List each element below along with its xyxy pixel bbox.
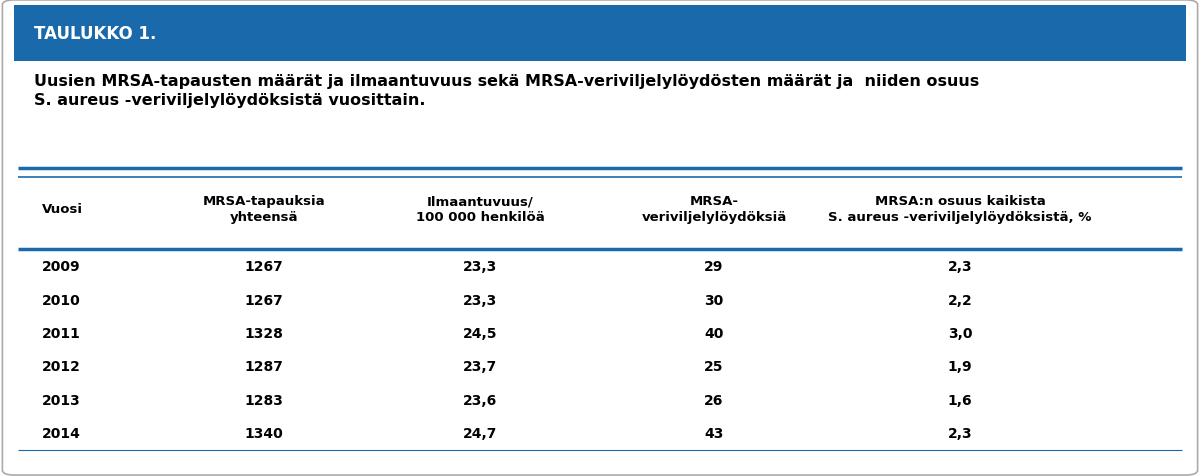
Text: 1267: 1267 xyxy=(245,259,283,274)
Text: 24,5: 24,5 xyxy=(463,326,497,340)
Text: 25: 25 xyxy=(704,359,724,374)
Text: 30: 30 xyxy=(704,293,724,307)
Text: Vuosi: Vuosi xyxy=(42,202,83,216)
Text: 2009: 2009 xyxy=(42,259,80,274)
Text: 2014: 2014 xyxy=(42,426,80,440)
Text: 24,7: 24,7 xyxy=(463,426,497,440)
Text: 26: 26 xyxy=(704,393,724,407)
Text: 1283: 1283 xyxy=(245,393,283,407)
Text: 2011: 2011 xyxy=(42,326,80,340)
Text: 1340: 1340 xyxy=(245,426,283,440)
Text: 1267: 1267 xyxy=(245,293,283,307)
Text: 2,3: 2,3 xyxy=(948,426,972,440)
Text: 2012: 2012 xyxy=(42,359,80,374)
Text: 2013: 2013 xyxy=(42,393,80,407)
Text: 29: 29 xyxy=(704,259,724,274)
Text: 3,0: 3,0 xyxy=(948,326,972,340)
Text: Ilmaantuvuus/
100 000 henkilöä: Ilmaantuvuus/ 100 000 henkilöä xyxy=(415,195,545,223)
Text: 2,3: 2,3 xyxy=(948,259,972,274)
Text: Uusien MRSA-tapausten määrät ja ilmaantuvuus sekä MRSA-veriviljelylöydösten määr: Uusien MRSA-tapausten määrät ja ilmaantu… xyxy=(34,74,979,108)
Text: 2010: 2010 xyxy=(42,293,80,307)
Text: 23,3: 23,3 xyxy=(463,259,497,274)
Text: 1,6: 1,6 xyxy=(948,393,972,407)
Text: 40: 40 xyxy=(704,326,724,340)
Text: 43: 43 xyxy=(704,426,724,440)
Text: 1,9: 1,9 xyxy=(948,359,972,374)
Text: MRSA-
veriviljelylöydöksiä: MRSA- veriviljelylöydöksiä xyxy=(641,195,787,223)
Text: MRSA:n osuus kaikista
S. aureus -veriviljelylöydöksistä, %: MRSA:n osuus kaikista S. aureus -verivil… xyxy=(828,195,1092,223)
Text: 23,6: 23,6 xyxy=(463,393,497,407)
Text: 1287: 1287 xyxy=(245,359,283,374)
Text: MRSA-tapauksia
yhteensä: MRSA-tapauksia yhteensä xyxy=(203,195,325,223)
Text: TAULUKKO 1.: TAULUKKO 1. xyxy=(34,25,156,43)
Text: 1328: 1328 xyxy=(245,326,283,340)
Text: 2,2: 2,2 xyxy=(948,293,972,307)
Text: 23,3: 23,3 xyxy=(463,293,497,307)
Text: 23,7: 23,7 xyxy=(463,359,497,374)
